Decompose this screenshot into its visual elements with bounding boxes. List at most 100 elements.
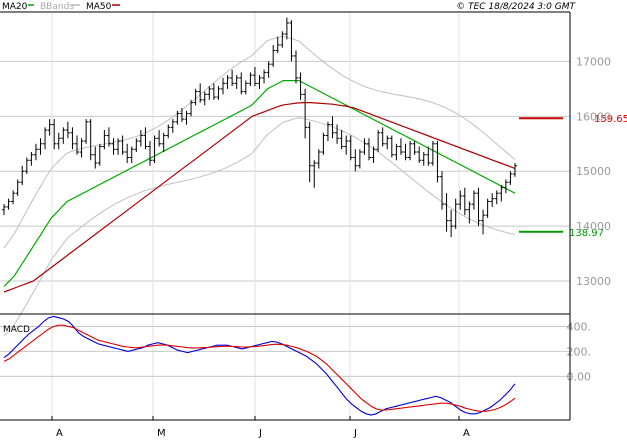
price-bar: [385, 135, 390, 150]
price-bar: [193, 88, 198, 106]
price-bar: [316, 149, 321, 169]
price-bar: [453, 198, 458, 229]
price-bar: [56, 132, 61, 150]
price-bar: [262, 69, 267, 84]
price-bar: [476, 187, 481, 227]
price-bar: [143, 127, 148, 150]
price-bar: [29, 152, 34, 166]
price-bar: [221, 77, 225, 95]
price-bar: [412, 141, 417, 155]
price-bar: [266, 61, 271, 78]
price-bar: [24, 157, 29, 174]
price-bar: [362, 138, 367, 155]
macd-y-tick-label: 400.: [567, 320, 592, 333]
x-tick-label: J: [258, 428, 262, 439]
price-bar: [357, 149, 362, 169]
price-bar: [298, 72, 303, 100]
price-bar: [458, 190, 463, 210]
price-bar: [503, 179, 508, 194]
price-bar: [239, 72, 244, 95]
price-bar: [102, 130, 107, 150]
price-bar: [198, 83, 203, 103]
price-bar: [252, 66, 257, 87]
price-bar: [284, 17, 289, 40]
price-bar: [179, 108, 184, 122]
price-bar: [481, 209, 486, 235]
price-bar: [426, 146, 431, 166]
price-bar: [15, 179, 20, 196]
price-bar: [294, 50, 298, 84]
price-bar: [335, 124, 340, 144]
price-bar: [70, 127, 75, 150]
price-bar: [380, 127, 385, 147]
price-bar: [485, 198, 490, 218]
x-tick-label: M: [157, 428, 166, 439]
x-tick-label: A: [463, 428, 470, 439]
price-bar: [417, 146, 422, 163]
main-y-ticks: 13000 14000 15000 16000 17000: [576, 55, 611, 288]
price-bar: [508, 171, 513, 185]
price-bar: [494, 190, 499, 205]
price-bar: [129, 146, 134, 163]
price-bar: [106, 127, 111, 147]
price-bar: [61, 127, 66, 144]
price-bar: [435, 141, 440, 183]
price-bar: [138, 130, 143, 147]
price-bar: [307, 121, 312, 183]
price-bar: [161, 132, 166, 153]
support-resistance-levels: 159.65 138.97: [519, 114, 627, 239]
y-tick-label: 15000: [576, 165, 611, 178]
y-tick-label: 16000: [576, 110, 611, 123]
resistance-label: 159.65: [594, 114, 627, 125]
legend-ma50-label: MA50: [86, 2, 112, 12]
macd-y-ticks: 0.00 200. 400.: [567, 320, 592, 383]
price-bar: [65, 121, 70, 139]
price-bar: [367, 138, 371, 161]
price-bar: [353, 149, 358, 172]
price-bar: [344, 135, 349, 155]
price-bar: [75, 135, 79, 155]
price-bar: [38, 138, 43, 155]
price-bar: [325, 121, 330, 142]
price-bar: [189, 99, 194, 117]
price-bar: [312, 160, 317, 188]
price-bar: [88, 119, 93, 161]
price-bar: [499, 184, 504, 202]
y-tick-label: 13000: [576, 275, 611, 288]
price-bar: [43, 127, 48, 150]
price-bar: [184, 110, 189, 125]
price-bar: [216, 86, 221, 100]
price-bar: [303, 88, 308, 139]
price-bar: [170, 119, 175, 133]
price-bar: [234, 75, 239, 89]
price-bar: [2, 204, 6, 216]
price-bar: [11, 190, 16, 205]
macd-y-tick-label: 0.00: [567, 370, 592, 383]
price-bar: [490, 193, 495, 207]
moving-averages: [3, 80, 516, 293]
ma50-line: [3, 102, 516, 293]
price-bar: [148, 141, 152, 166]
price-bar: [93, 146, 98, 169]
price-bar: [471, 190, 476, 210]
price-bar: [289, 20, 294, 62]
legend-bbands-label: BBands: [40, 2, 74, 12]
main-grid: [0, 12, 570, 420]
price-bar: [166, 124, 171, 139]
price-bar: [348, 135, 353, 161]
price-bar: [275, 36, 280, 54]
y-tick-label: 17000: [576, 55, 611, 68]
price-bar: [202, 91, 207, 106]
x-tick-label: J: [353, 428, 357, 439]
price-bar: [152, 135, 157, 163]
price-bar: [389, 135, 394, 158]
price-bars: [2, 17, 517, 238]
price-bar: [120, 135, 125, 155]
copyright-text: © TEC 18/8/2024 3:0 GMT: [456, 2, 576, 12]
price-bar: [403, 143, 408, 161]
price-bar: [467, 201, 472, 224]
price-bar: [462, 187, 467, 216]
price-bar: [398, 138, 403, 155]
price-bar: [430, 141, 435, 166]
